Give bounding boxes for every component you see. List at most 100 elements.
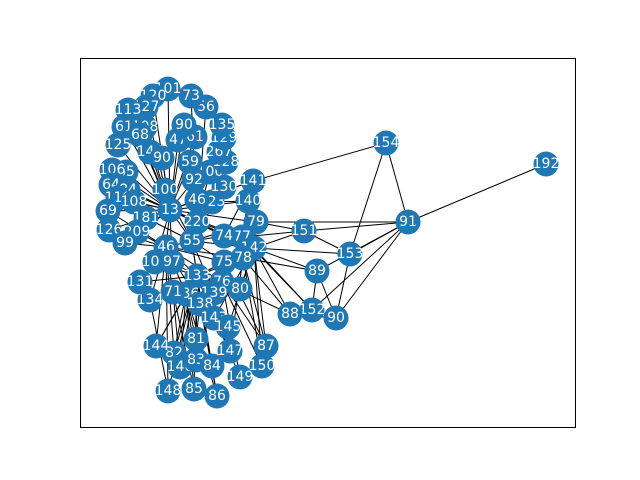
graph-node: 149 (227, 364, 254, 390)
graph-node-circle (227, 276, 253, 302)
graph-node-circle (178, 83, 204, 109)
graph-node: 74 (211, 223, 237, 249)
graph-node-label: 55 (183, 233, 201, 249)
graph-node-circle (184, 187, 210, 213)
axes-frame (80, 58, 576, 428)
graph-node-circle (253, 333, 279, 359)
graph-node-circle (171, 112, 197, 138)
graph-node-circle (105, 132, 131, 158)
graph-node-label: 91 (399, 214, 417, 230)
graph-node-label: 92 (185, 172, 203, 188)
graph-node-label: 73 (182, 88, 200, 104)
graph-node: 90 (171, 112, 197, 138)
graph-node-circle (211, 223, 237, 249)
graph-node-circle (323, 305, 349, 331)
graph-node-label: 147 (217, 343, 244, 359)
graph-node: 147 (217, 338, 244, 364)
graph-edge (385, 142, 409, 223)
graph-node-circle (337, 241, 363, 267)
graph-node-label: 97 (163, 254, 181, 270)
graph-node: 90 (149, 145, 175, 171)
graph-node-label: 71 (164, 284, 182, 300)
graph-node-circle (155, 378, 181, 404)
graph-node: 151 (291, 218, 317, 244)
graph-node: 84 (199, 353, 225, 379)
graph-node-label: 144 (143, 338, 170, 354)
graph-node: 220 (184, 209, 211, 235)
graph-node-label: 69 (99, 203, 117, 219)
graph-node: 55 (179, 228, 205, 254)
graph-node-circle (211, 249, 237, 275)
graph-node: 152 (299, 297, 325, 323)
graph-node-label: 86 (208, 388, 226, 404)
graph-node: 141 (240, 168, 266, 194)
graph-node-label: 153 (337, 246, 364, 262)
graph-edge (407, 163, 547, 223)
graph-node: 89 (304, 258, 330, 284)
graph-node-label: 154 (373, 135, 400, 151)
graph-edge (169, 209, 257, 223)
graph-node: 13 (157, 197, 183, 223)
graph-node-label: 90 (175, 117, 193, 133)
graph-edge (316, 221, 409, 272)
graph-node-label: 133 (184, 268, 211, 284)
graph-node: 97 (159, 249, 185, 275)
graph-node-label: 90 (327, 310, 345, 326)
graph-node-label: 84 (203, 358, 221, 374)
graph-node-label: 68 (131, 127, 149, 143)
graph-node-label: 220 (184, 214, 211, 230)
graph-node-circle (291, 218, 317, 244)
graph-node: 99 (112, 230, 138, 256)
graph-node-circle (217, 338, 243, 364)
graph-node: 69 (95, 198, 121, 224)
graph-node-label: 149 (227, 369, 254, 385)
graph-node-circle (159, 249, 185, 275)
graph-node: 150 (249, 353, 275, 379)
graph-node-label: 108 (121, 194, 148, 210)
graph-node-circle (395, 209, 421, 235)
graph-node-label: 134 (137, 292, 164, 308)
graph-node-label: 148 (155, 383, 182, 399)
graph-node: 80 (227, 276, 253, 302)
graph-edge (253, 247, 351, 255)
graph-node-label: 78 (234, 250, 252, 266)
graph-node: 92 (181, 167, 207, 193)
graph-node-label: 56 (197, 99, 215, 115)
graph-node-circle (304, 258, 330, 284)
graph-node: 145 (215, 314, 242, 340)
graph-node: 73 (178, 83, 204, 109)
graph-node-circle (183, 326, 209, 352)
graph-node: 81 (183, 326, 209, 352)
graph-node-label: 75 (215, 254, 233, 270)
graph-node-label: 145 (215, 319, 242, 335)
graph-node: 46 (184, 187, 210, 213)
graph-node-circle (181, 376, 207, 402)
graph-node-label: 79 (247, 214, 265, 230)
graph-node-circle (199, 353, 225, 379)
graph-node: 85 (181, 376, 207, 402)
graph-node-circle (277, 301, 303, 327)
graph-node-label: 131 (127, 274, 154, 290)
graph-node-label: 13 (161, 202, 179, 218)
graph-node-label: 140 (235, 193, 262, 209)
graph-node-label: 126 (96, 222, 123, 238)
graph-node-label: 85 (185, 381, 203, 397)
graph-edge (242, 257, 267, 347)
graph-node-label: 99 (116, 235, 134, 251)
graph-node-circle (181, 167, 207, 193)
graph-node: 133 (184, 263, 211, 289)
graph-node-circle (112, 230, 138, 256)
graph-node-circle (249, 353, 275, 379)
graph-node-label: 113 (115, 102, 142, 118)
graph-node: 90 (323, 305, 349, 331)
graph-node: 154 (373, 130, 400, 156)
graph-edge (252, 142, 387, 182)
graph-node: 144 (143, 333, 170, 359)
graph-node-circle (152, 177, 178, 203)
graph-node-label: 80 (231, 281, 249, 297)
graph-node-label: 88 (281, 306, 299, 322)
graph-node: 86 (204, 383, 230, 409)
